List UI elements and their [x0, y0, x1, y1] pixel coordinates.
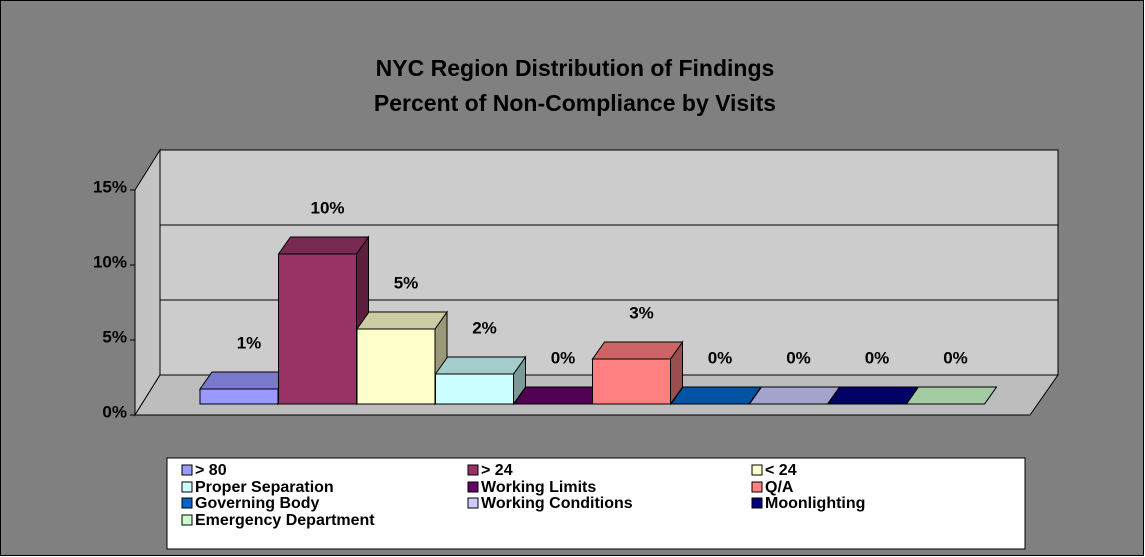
bar-top	[670, 386, 762, 405]
legend-swatch	[181, 514, 193, 526]
value-label: 0%	[943, 348, 968, 367]
legend-label: Proper Separation	[195, 479, 334, 496]
legend-label: < 24	[765, 462, 797, 479]
legend-label: Working Conditions	[481, 495, 633, 512]
legend-swatch	[467, 481, 479, 493]
value-label: 1%	[237, 333, 262, 352]
legend-label: Working Limits	[481, 479, 596, 496]
legend-label: Governing Body	[195, 495, 320, 512]
legend-swatch	[467, 497, 479, 509]
y-tick-label: 15%	[93, 177, 127, 196]
legend-swatch	[751, 481, 763, 493]
y-tick-label: 0%	[102, 402, 127, 421]
legend-label: Emergency Department	[195, 512, 375, 529]
legend-label: Moonlighting	[765, 495, 865, 512]
legend-swatch	[467, 464, 479, 476]
legend-swatch	[751, 464, 763, 476]
legend-swatch	[181, 464, 193, 476]
bar	[356, 328, 436, 405]
bar-top	[199, 371, 291, 390]
value-label: 0%	[786, 348, 811, 367]
legend-swatch	[751, 497, 763, 509]
bar-top	[513, 386, 605, 405]
bar-top	[748, 386, 841, 405]
legend-swatch	[181, 497, 193, 509]
bar-top	[277, 236, 370, 255]
y-tick-label: 10%	[93, 252, 127, 271]
chart-title: NYC Region Distribution of Findings	[376, 55, 775, 81]
bar-top	[827, 386, 919, 405]
side-wall	[134, 148, 161, 417]
value-label: 10%	[310, 198, 344, 217]
value-label: 3%	[629, 303, 654, 322]
legend-swatch	[181, 481, 193, 493]
bar-top	[356, 311, 448, 330]
bar	[199, 388, 279, 405]
bar-top	[591, 341, 684, 360]
bar	[592, 358, 671, 405]
legend-label: > 24	[481, 462, 513, 479]
value-label: 5%	[394, 273, 419, 292]
y-tick-label: 5%	[102, 327, 127, 346]
legend	[166, 457, 1026, 550]
value-label: 0%	[865, 348, 890, 367]
value-label: 2%	[472, 318, 497, 337]
bar-top	[434, 356, 527, 375]
value-label: 0%	[551, 348, 576, 367]
legend-label: Q/A	[765, 479, 794, 496]
legend-label: > 80	[195, 462, 227, 479]
bar	[435, 373, 514, 405]
chart-subtitle: Percent of Non-Compliance by Visits	[374, 90, 776, 116]
bar-top	[905, 386, 998, 405]
bar	[278, 253, 357, 405]
value-label: 0%	[708, 348, 733, 367]
